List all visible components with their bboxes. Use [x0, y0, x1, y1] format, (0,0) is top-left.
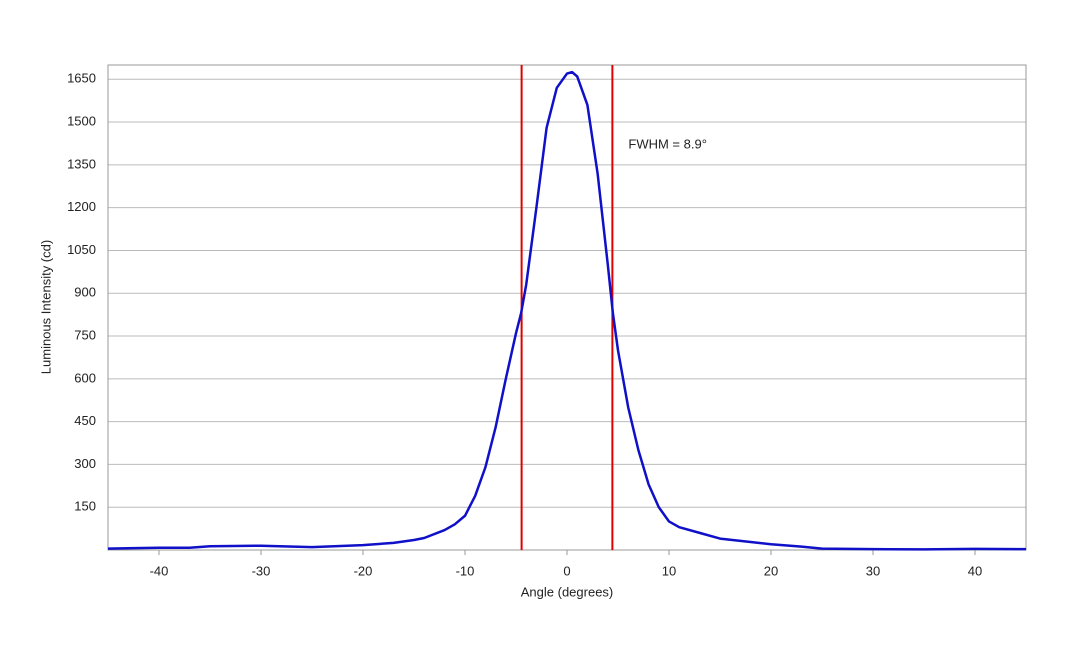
- y-tick-label: 1650: [67, 71, 96, 86]
- x-tick-label: 40: [968, 563, 982, 578]
- x-tick-label: 30: [866, 563, 880, 578]
- x-tick-label: -10: [456, 563, 475, 578]
- y-tick-label: 300: [74, 456, 96, 471]
- y-tick-label: 1200: [67, 199, 96, 214]
- x-tick-label: 0: [563, 563, 570, 578]
- y-tick-label: 1050: [67, 242, 96, 257]
- annotation: FWHM = 8.9°: [628, 136, 707, 151]
- y-tick-label: 600: [74, 370, 96, 385]
- x-tick-label: 10: [662, 563, 676, 578]
- x-tick-label: -40: [150, 563, 169, 578]
- y-tick-label: 1500: [67, 113, 96, 128]
- plot-frame: [107, 64, 1027, 551]
- y-tick-label: 900: [74, 285, 96, 300]
- x-tick-label: -20: [354, 563, 373, 578]
- x-tick-label: 20: [764, 563, 778, 578]
- x-axis-label: Angle (degrees): [521, 584, 614, 599]
- x-tick-label: -30: [252, 563, 271, 578]
- line-series: [107, 70, 1027, 551]
- y-axis-label: Luminous Intensity (cd): [38, 240, 53, 374]
- y-tick-label: 450: [74, 413, 96, 428]
- y-tick-label: 1350: [67, 156, 96, 171]
- y-tick-label: 750: [74, 327, 96, 342]
- y-tick-label: 150: [74, 499, 96, 514]
